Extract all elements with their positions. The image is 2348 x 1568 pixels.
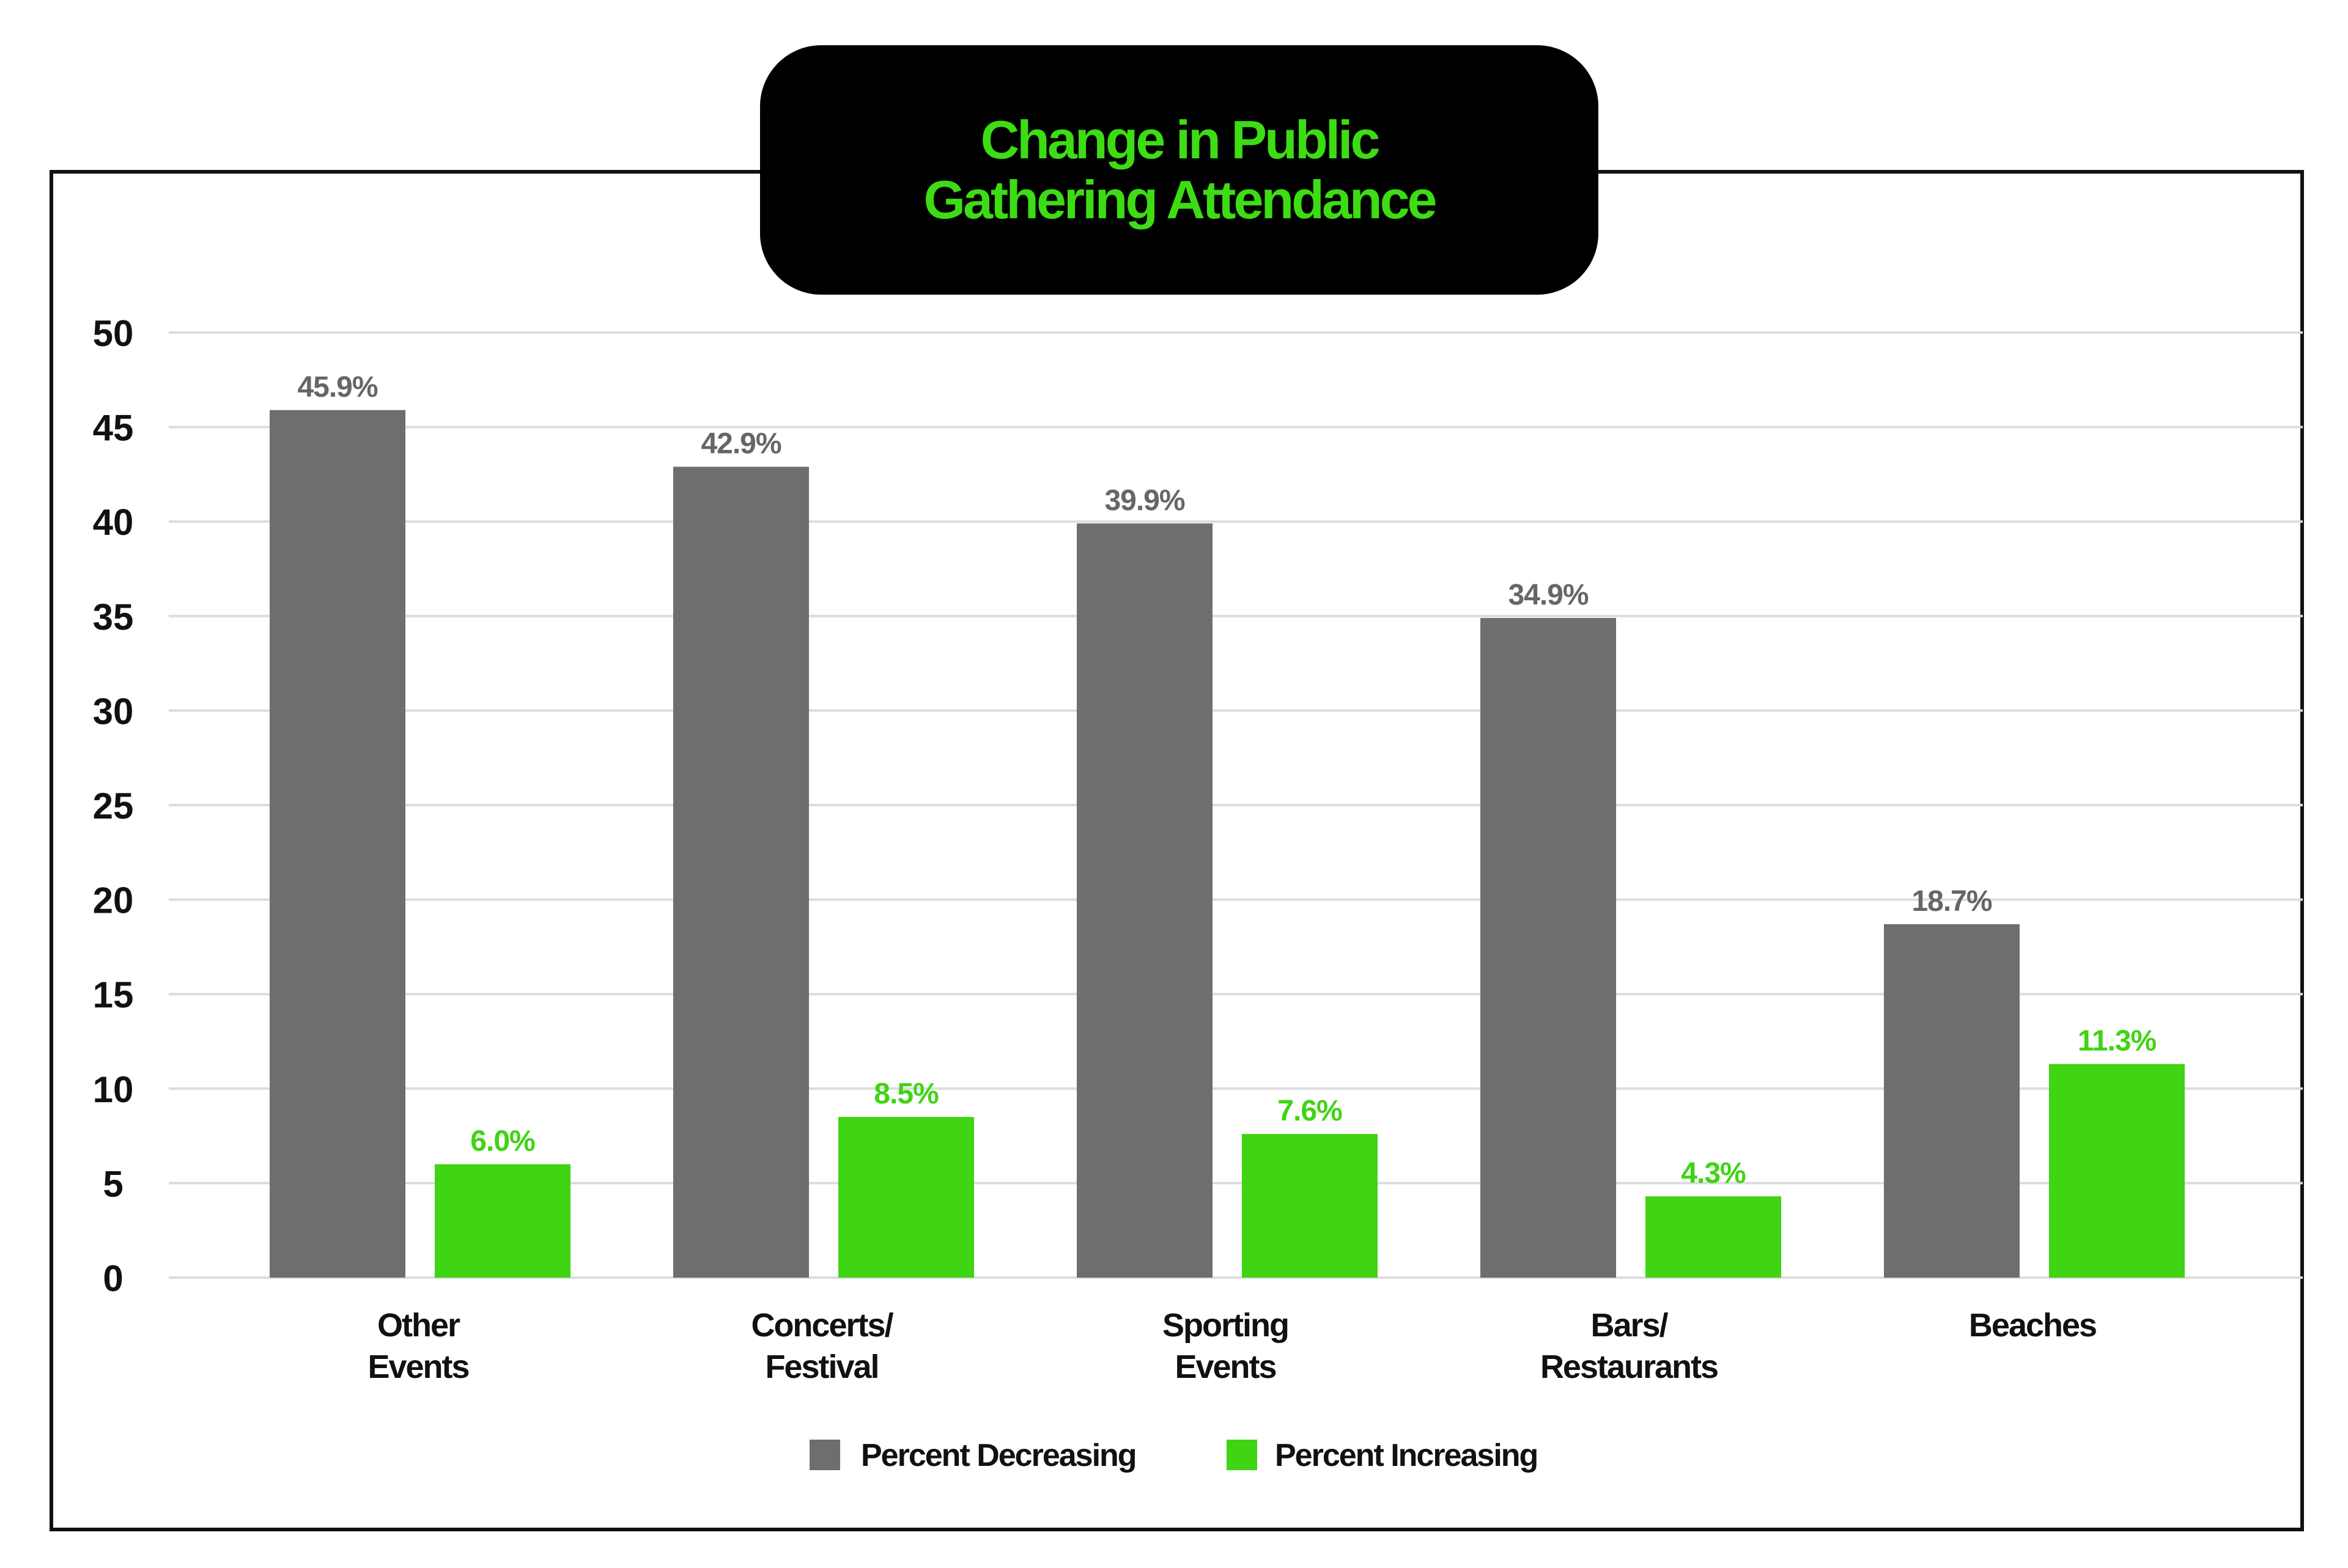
x-category-label: Restaurants <box>1540 1349 1718 1385</box>
data-label: 8.5% <box>874 1078 939 1110</box>
bar-increasing <box>838 1117 974 1278</box>
x-category-label: Sporting <box>1162 1307 1288 1344</box>
bar-increasing <box>1242 1134 1378 1278</box>
chart-title-line-2: Gathering Attendance <box>923 169 1438 230</box>
y-tick-label: 50 <box>93 313 134 354</box>
y-tick-label: 40 <box>93 502 134 543</box>
x-category-label: Other <box>377 1307 460 1344</box>
bar-decreasing <box>1480 617 1616 1278</box>
x-category-label: Events <box>367 1349 468 1385</box>
x-category-label: Festival <box>765 1349 878 1385</box>
y-tick-label: 10 <box>93 1069 134 1110</box>
y-tick-label: 25 <box>93 786 134 826</box>
y-tick-label: 5 <box>103 1163 123 1204</box>
bar-increasing <box>2049 1064 2185 1278</box>
data-label: 45.9% <box>297 371 377 403</box>
bar-decreasing <box>1077 523 1213 1278</box>
bar-increasing <box>435 1164 570 1278</box>
data-label: 7.6% <box>1277 1095 1342 1127</box>
x-category-label: Concerts/ <box>751 1307 893 1344</box>
data-label: 4.3% <box>1681 1157 1746 1190</box>
data-label: 42.9% <box>701 428 781 460</box>
chart-title-box: Change in Public Gathering Attendance <box>760 45 1598 295</box>
x-category-label: Beaches <box>1969 1307 2096 1344</box>
data-label: 34.9% <box>1508 579 1588 611</box>
y-tick-label: 0 <box>103 1258 123 1299</box>
chart-title-line-1: Change in Public <box>980 109 1381 170</box>
y-tick-label: 20 <box>93 880 134 921</box>
data-label: 39.9% <box>1104 484 1184 517</box>
y-tick-label: 35 <box>93 597 134 638</box>
legend-label: Percent Increasing <box>1275 1438 1537 1473</box>
y-tick-label: 15 <box>93 974 134 1015</box>
bar-decreasing <box>270 410 405 1278</box>
data-label: 11.3% <box>2078 1025 2157 1058</box>
legend-swatch <box>810 1440 840 1470</box>
bar-decreasing <box>673 466 809 1278</box>
data-label: 6.0% <box>470 1125 535 1157</box>
legend-swatch <box>1227 1440 1257 1470</box>
y-tick-label: 45 <box>93 408 134 449</box>
y-tick-label: 30 <box>93 691 134 732</box>
legend-label: Percent Decreasing <box>861 1438 1136 1473</box>
bar-increasing <box>1645 1196 1781 1278</box>
bar-decreasing <box>1884 924 2020 1278</box>
x-category-label: Bars/ <box>1590 1307 1668 1344</box>
data-label: 18.7% <box>1911 885 1992 918</box>
x-category-label: Events <box>1175 1349 1276 1385</box>
